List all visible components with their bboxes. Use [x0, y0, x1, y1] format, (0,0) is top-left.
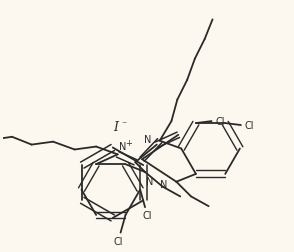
Text: N: N	[160, 179, 168, 189]
Text: N: N	[146, 176, 153, 186]
Text: Cl: Cl	[245, 120, 254, 131]
Text: N: N	[119, 142, 126, 152]
Text: N: N	[143, 134, 151, 144]
Text: Cl: Cl	[142, 210, 152, 220]
Text: Cl: Cl	[114, 236, 123, 245]
Text: +: +	[126, 138, 132, 147]
Text: ⁻: ⁻	[122, 119, 127, 130]
Text: Cl: Cl	[216, 117, 225, 127]
Text: I: I	[113, 121, 118, 134]
